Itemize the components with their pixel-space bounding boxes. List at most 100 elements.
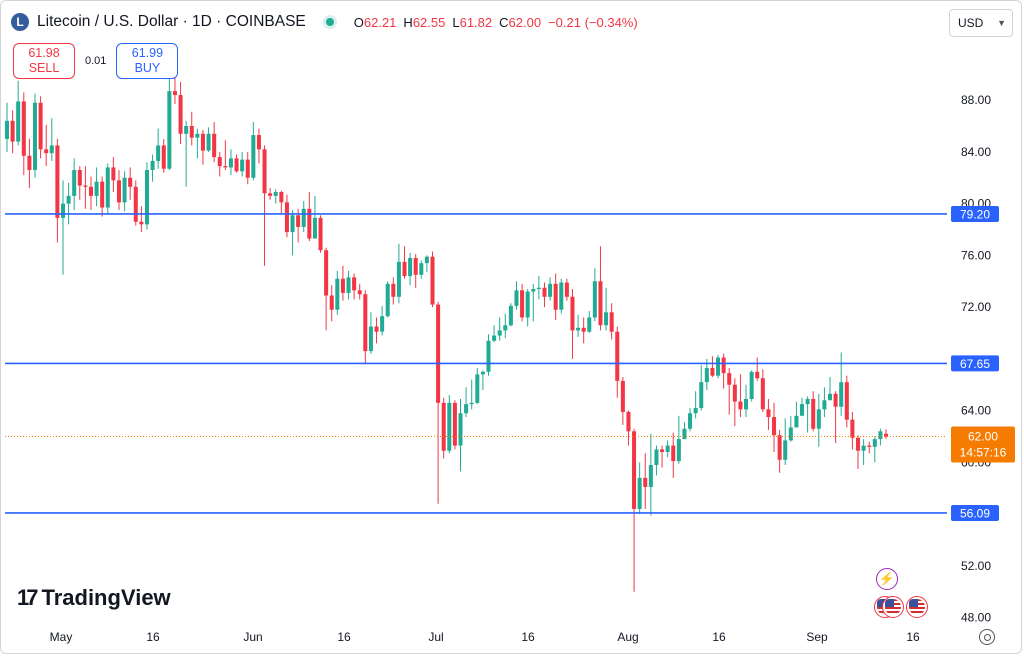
candle-body [475,374,480,403]
buy-label: BUY [134,61,161,75]
candle-body [553,283,558,310]
candle-body [279,191,284,203]
candle-body [49,145,54,154]
candle-body [525,291,530,318]
candle-body [178,94,183,134]
candle-body [413,257,418,275]
price-tick-label: 64.00 [961,404,991,418]
candle-body [268,193,273,196]
candle-body [788,427,793,441]
market-status-icon[interactable] [325,18,334,26]
buy-price: 61.99 [131,46,164,60]
time-tick-label: 16 [906,630,920,644]
candle-body [508,305,513,326]
sell-button[interactable]: 61.98 SELL [13,43,75,79]
candle-body [447,402,452,451]
candle-body [234,158,239,172]
countdown-label: 14:57:16 [960,445,1007,459]
line-price-badge [951,504,999,521]
candle-body [408,257,413,277]
chevron-down-icon: ▼ [997,18,1006,28]
candle-body [688,413,693,429]
ohlc-close: C62.00 [499,14,542,30]
candle-body [436,304,441,403]
candle-body [273,191,278,196]
candle-body [492,335,497,341]
candle-body [150,160,155,171]
candle-body [189,126,194,138]
ohlc-change: −0.21 (−0.34%) [548,14,638,30]
line-price-label: 56.09 [960,506,990,520]
us-flag-event-icon[interactable] [882,596,904,618]
candle-body [27,155,32,171]
ohlc-open: O62.21 [353,14,397,30]
candle-body [21,101,26,156]
candle-body [542,287,547,297]
candle-body [783,440,788,460]
candle-body [391,283,396,297]
candle-body [564,282,569,297]
candle-body [676,439,681,462]
candle-body [710,367,715,376]
settings-icon[interactable] [979,629,995,645]
time-tick-label: 16 [146,630,160,644]
candle-body [648,464,653,487]
candle-body [256,135,261,150]
candle-body [77,170,82,186]
symbol-title[interactable]: Litecoin / U.S. Dollar · 1D · COINBASE [37,13,306,30]
candle-body [94,181,99,196]
candle-body [721,357,726,374]
candle-body [346,277,351,293]
candle-body [167,91,172,169]
candle-body [855,437,861,451]
candle-body [699,382,704,409]
time-tick-label: 16 [337,630,351,644]
candle-body [800,404,805,416]
tradingview-logo[interactable]: 17 TradingView [17,585,171,611]
price-tick-label: 76.00 [961,248,991,262]
candle-body [318,217,323,251]
candle-body [536,287,541,290]
candle-body [643,477,648,487]
candle-body [637,477,642,509]
price-tick-label: 48.00 [961,611,991,625]
last-price-badge [951,426,1015,463]
buy-button[interactable]: 61.99 BUY [116,43,179,79]
candle-body [732,384,737,402]
currency-label: USD [958,16,984,30]
us-flag-event-icon[interactable] [906,596,928,618]
time-tick-label: Aug [617,630,638,644]
candle-body [402,261,407,277]
candle-body [111,167,116,181]
trade-buttons: 61.98 SELL 0.01 61.99 BUY [13,43,179,79]
candle-body [872,439,877,447]
candle-body [396,261,401,297]
candle-body [704,367,709,383]
candle-body [794,415,799,428]
candle-body [72,170,77,196]
candle-body [671,445,676,462]
candle-body [503,325,508,331]
candle-body [458,413,463,446]
currency-select[interactable]: USD ▼ [949,9,1013,37]
candle-body [514,290,519,306]
price-tick-label: 84.00 [961,145,991,159]
candle-body [497,330,502,336]
candle-body [144,170,149,225]
lightning-event-icon[interactable]: ⚡ [876,568,898,590]
candle-body [368,326,373,352]
candle-body [469,402,474,405]
candle-body [581,327,586,332]
candle-body [139,221,144,225]
candle-body [335,278,340,310]
time-tick-label: 16 [521,630,535,644]
candle-body [464,404,469,414]
candle-body [744,398,749,410]
candle-body [576,327,581,331]
candle-body [839,382,844,407]
candle-body [716,357,721,376]
time-tick-label: Jun [243,630,262,644]
candle-body [486,340,491,372]
candle-body [60,203,66,218]
